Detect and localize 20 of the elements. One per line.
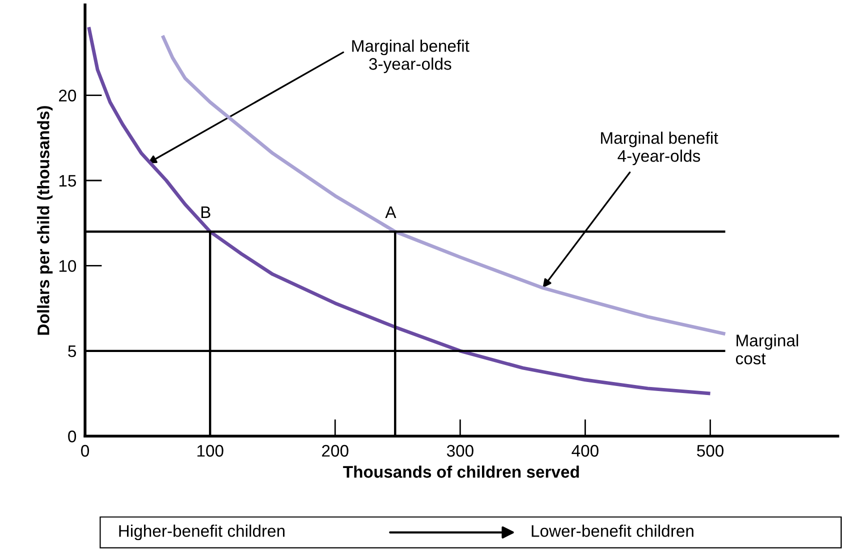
x-tick-label: 300 bbox=[446, 444, 474, 457]
annotation: B bbox=[201, 206, 210, 218]
x-tick-label: 400 bbox=[572, 444, 598, 457]
x-tick-label: 200 bbox=[322, 444, 348, 457]
x-tick-label: 500 bbox=[697, 444, 724, 457]
annotation: Marginal benefit 4-year-olds bbox=[601, 132, 718, 166]
text: Lower-benefit children bbox=[532, 524, 694, 537]
x-tick-label: 100 bbox=[197, 444, 224, 457]
annotation: Marginal benefit 3-year-olds bbox=[352, 40, 470, 74]
text: Higher-benefit children bbox=[119, 524, 284, 540]
y-tick-label: 10 bbox=[59, 260, 76, 272]
x-tick-label: 0 bbox=[81, 444, 90, 457]
annotation: A bbox=[385, 206, 396, 218]
y-tick-label: 15 bbox=[59, 175, 76, 187]
y-tick-label: 20 bbox=[59, 90, 76, 102]
y-tick-label: 5 bbox=[68, 346, 76, 358]
series-label: Marginal cost bbox=[736, 334, 798, 364]
y-axis-title: Dollars per child (thousands) bbox=[37, 106, 53, 335]
x-axis-title: Thousands of children served bbox=[343, 466, 579, 478]
y-tick-label: 0 bbox=[68, 430, 76, 442]
